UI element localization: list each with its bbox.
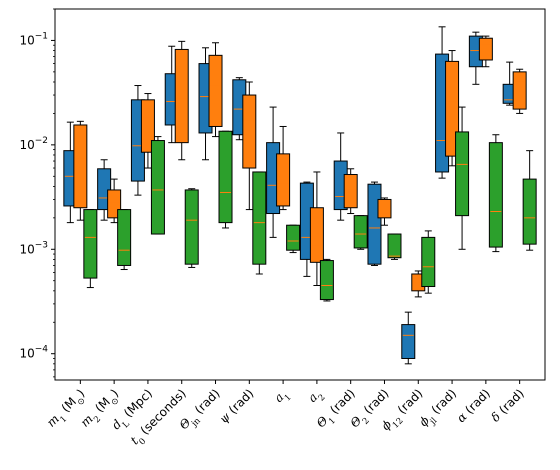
box-3-4 <box>184 188 199 268</box>
box-2-9 <box>343 168 358 215</box>
y-tick-label: 10−3 <box>19 240 48 256</box>
box-2-10 <box>377 197 392 226</box>
y-tick-label: 10−2 <box>19 136 48 152</box>
box-body <box>117 209 132 266</box>
box-2-6 <box>242 81 257 211</box>
box-2-1 <box>73 120 88 221</box>
box-body <box>184 189 199 265</box>
y-tick-label: 10−4 <box>19 345 48 361</box>
box-body <box>174 48 189 144</box>
box-body <box>252 171 267 265</box>
box-body <box>286 224 301 251</box>
box-body <box>150 140 165 235</box>
box-body <box>319 260 334 301</box>
box-body <box>478 37 493 61</box>
box-body <box>343 174 358 209</box>
box-3-10 <box>387 233 402 260</box>
box-3-14 <box>522 150 537 251</box>
box-1-11 <box>401 311 416 365</box>
box-body <box>512 71 527 110</box>
series-group-2 <box>73 35 527 298</box>
box-body <box>140 99 155 153</box>
box-3-13 <box>488 134 503 253</box>
box-2-8 <box>309 171 324 286</box>
box-body <box>401 324 416 359</box>
box-3-2 <box>117 209 132 271</box>
box-2-7 <box>276 125 291 211</box>
box-body <box>83 209 98 279</box>
box-3-11 <box>421 230 436 294</box>
series-group-1 <box>63 26 517 365</box>
box-3-7 <box>286 224 301 254</box>
series-group-3 <box>83 106 537 302</box>
box-3-9 <box>353 215 368 250</box>
box-body <box>242 94 257 169</box>
box-body <box>218 130 233 224</box>
box-2-3 <box>140 93 155 169</box>
box-body <box>73 124 88 209</box>
box-2-4 <box>174 40 189 161</box>
box-3-12 <box>455 106 470 250</box>
box-body <box>353 215 368 249</box>
box-body <box>455 131 470 217</box>
series-layer <box>63 26 537 365</box>
box-3-8 <box>319 258 334 302</box>
box-3-6 <box>252 171 267 275</box>
box-body <box>276 153 291 207</box>
y-tick-label: 10−1 <box>19 31 48 47</box>
box-body <box>387 233 402 259</box>
box-body <box>377 198 392 219</box>
box-1-10 <box>367 181 382 266</box>
box-3-5 <box>218 130 233 229</box>
box-3-3 <box>150 136 165 235</box>
box-2-14 <box>512 68 527 114</box>
plot-frame <box>54 8 546 381</box>
box-2-13 <box>478 35 493 68</box>
box-body <box>208 54 223 127</box>
box-body <box>367 183 382 265</box>
box-body <box>421 236 436 288</box>
box-3-1 <box>83 209 98 289</box>
box-body <box>488 142 503 248</box>
box-body <box>522 178 537 245</box>
box-2-5 <box>208 42 223 138</box>
box-body <box>309 207 324 263</box>
